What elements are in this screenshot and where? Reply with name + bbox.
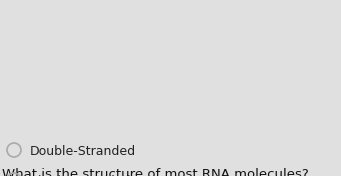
Text: Double-Stranded: Double-Stranded	[30, 145, 136, 158]
Text: Single-Stranded: Single-Stranded	[30, 175, 131, 176]
Text: What is the structure of most RNA molecules?: What is the structure of most RNA molecu…	[2, 168, 309, 176]
